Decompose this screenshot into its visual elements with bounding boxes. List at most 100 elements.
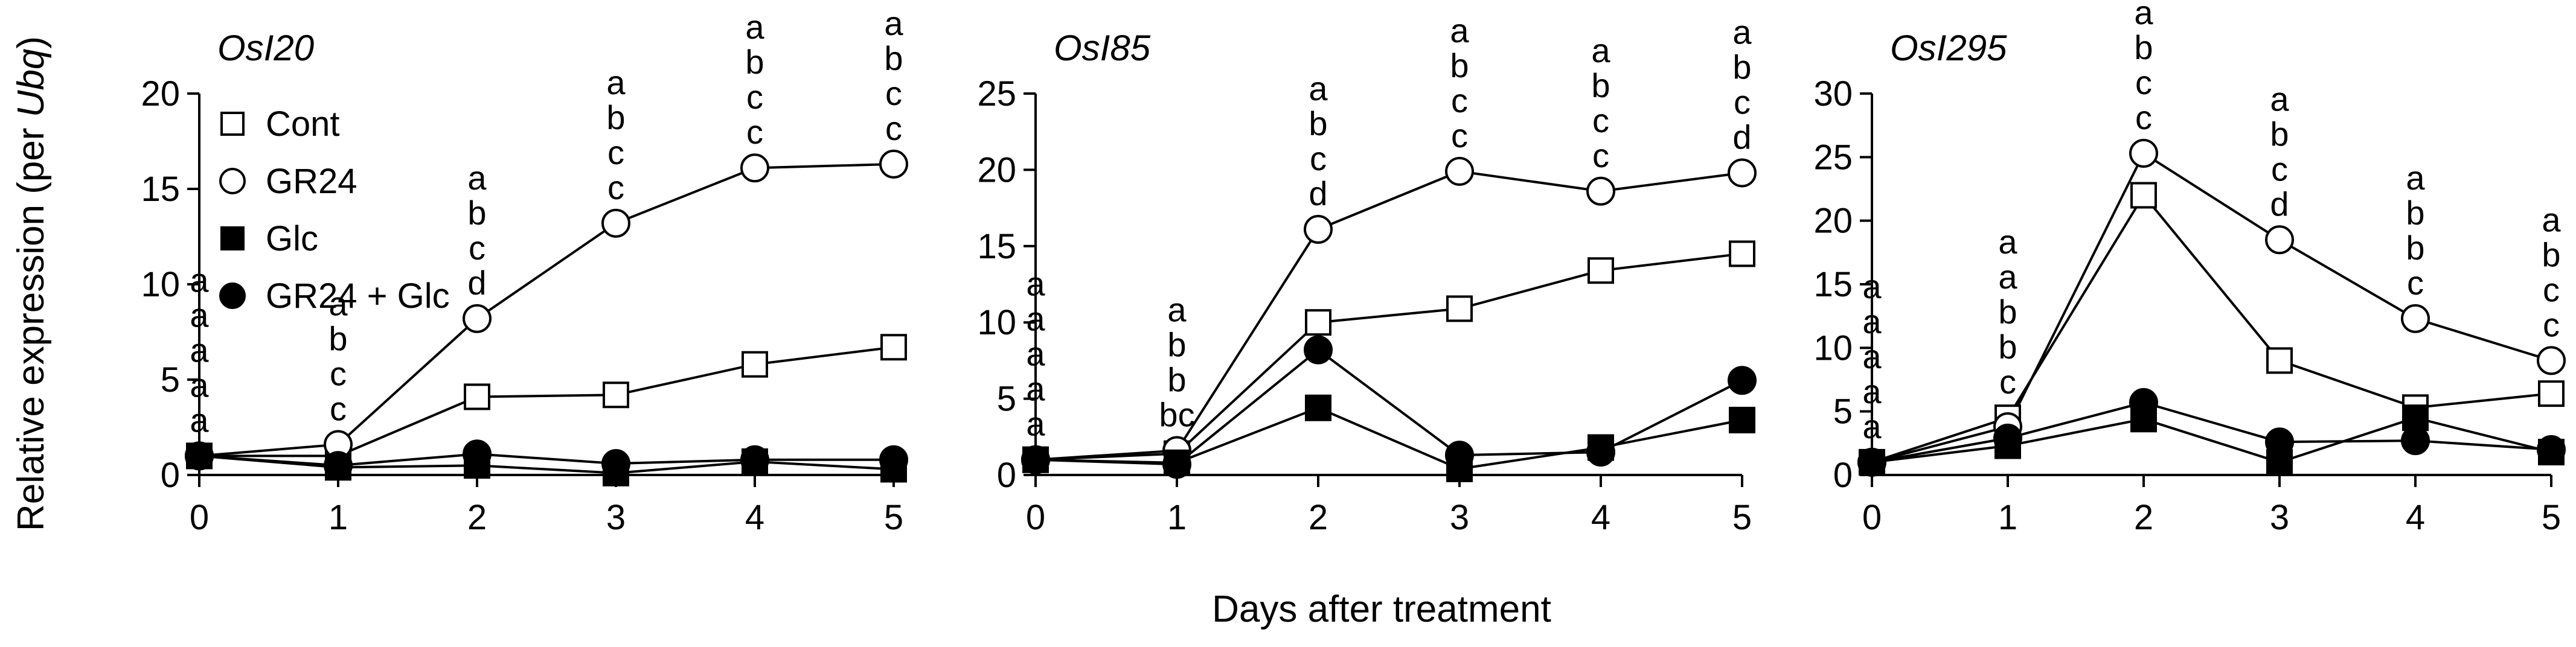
- legend-label: GR24 + Glc: [266, 276, 450, 316]
- legend-marker-gr24: [219, 168, 246, 194]
- significance-letter: b: [1167, 326, 1186, 364]
- series-line-glc: [1035, 406, 1743, 470]
- significance-letter: a: [1026, 335, 1045, 373]
- y-tick-label: 0: [161, 456, 180, 495]
- series-line-glc: [1871, 416, 2552, 464]
- significance-letter: a: [884, 4, 903, 42]
- data-point-gr24-glc: [1728, 366, 1757, 395]
- y-tick-label: 10: [977, 303, 1016, 342]
- y-tick-label: 15: [977, 227, 1016, 266]
- x-tick-label: 2: [1309, 498, 1328, 537]
- significance-letter: a: [1309, 69, 1328, 107]
- significance-letter: b: [1998, 328, 2017, 366]
- y-tick-label: 15: [1813, 265, 1853, 304]
- significance-letter: d: [2270, 185, 2289, 223]
- significance-letter: b: [467, 194, 486, 232]
- panel-title: OsI85: [1054, 28, 1151, 68]
- significance-letter: a: [1862, 267, 1882, 305]
- significance-letter: a: [1026, 370, 1045, 408]
- data-point-gr24: [2265, 225, 2294, 255]
- data-point-gr24-glc: [2537, 435, 2566, 464]
- series-line-gr24-glc: [1871, 401, 2552, 464]
- significance-letter: b: [1450, 46, 1469, 84]
- significance-letter: d: [467, 264, 486, 302]
- data-point-gr24-glc: [324, 451, 353, 480]
- significance-letter: d: [1309, 174, 1327, 212]
- data-point-gr24-glc: [1162, 450, 1191, 479]
- data-point-gr24-glc: [740, 445, 769, 474]
- series-line-cont: [1035, 252, 1743, 461]
- data-point-gr24: [2129, 139, 2158, 168]
- significance-letter: c: [330, 354, 347, 392]
- y-tick-label: 15: [141, 170, 180, 209]
- y-tick-label: 25: [977, 74, 1016, 113]
- significance-letter: c: [1310, 139, 1327, 177]
- significance-letter: b: [2406, 229, 2424, 267]
- data-point-gr24-glc: [1857, 447, 1886, 477]
- significance-letter: c: [1451, 81, 1468, 120]
- data-point-glc: [1305, 394, 1331, 421]
- significance-letter: c: [469, 229, 485, 267]
- data-point-gr24-glc: [463, 439, 492, 469]
- series-line-cont: [199, 346, 894, 457]
- significance-letter: c: [1451, 116, 1468, 155]
- significance-letter: c: [2135, 98, 2152, 136]
- x-tick-label: 5: [1732, 498, 1752, 537]
- x-tick-label: 5: [2542, 498, 2561, 537]
- data-point-gr24-glc: [185, 441, 214, 471]
- y-tick-label: 5: [1833, 392, 1853, 432]
- significance-letter: c: [1999, 363, 2016, 401]
- significance-letter: c: [885, 109, 902, 147]
- data-point-cont: [2266, 347, 2293, 374]
- significance-letter: a: [1998, 258, 2017, 296]
- legend: Cont GR24 Glc GR24 + Glc: [219, 104, 450, 316]
- significance-letter: c: [2135, 63, 2152, 101]
- significance-letter: bc: [1159, 396, 1194, 434]
- significance-letter: c: [607, 168, 624, 206]
- significance-letter: b: [884, 39, 903, 77]
- data-point-gr24-glc: [1021, 445, 1050, 474]
- x-tick-label: 0: [190, 498, 209, 537]
- significance-letter: b: [1309, 104, 1327, 142]
- x-tick-label: 1: [328, 498, 348, 537]
- data-point-gr24: [2537, 346, 2566, 375]
- x-tick-label: 4: [1591, 498, 1610, 537]
- significance-letter: b: [1732, 48, 1751, 86]
- data-point-cont: [2538, 380, 2565, 407]
- data-point-gr24-glc: [2401, 426, 2430, 456]
- significance-letter: c: [2543, 270, 2560, 308]
- y-tick-label: 0: [1833, 456, 1853, 495]
- significance-letter: c: [1592, 101, 1609, 139]
- data-point-cont: [1729, 240, 1755, 267]
- data-point-glc: [1729, 406, 1755, 433]
- y-tick-label: 5: [161, 360, 180, 400]
- data-point-gr24: [740, 153, 769, 183]
- legend-marker-cont: [220, 112, 245, 136]
- data-point-gr24-glc: [879, 445, 908, 474]
- significance-letter: c: [2543, 305, 2560, 343]
- series-line-gr24: [199, 162, 894, 457]
- x-axis-title: Days after treatment: [1212, 588, 1551, 630]
- data-point-cont: [1588, 257, 1614, 284]
- legend-marker-glc: [220, 226, 245, 250]
- significance-letter: b: [2542, 235, 2560, 273]
- x-tick-label: 1: [1998, 498, 2017, 537]
- significance-letter: a: [328, 284, 348, 322]
- data-point-cont: [2130, 182, 2157, 209]
- y-tick-label: 10: [1813, 328, 1853, 368]
- data-point-gr24-glc: [2265, 427, 2294, 457]
- series-line-gr24: [1035, 170, 1743, 461]
- significance-letter: b: [1591, 66, 1610, 104]
- significance-letter: a: [190, 366, 209, 404]
- significance-letter: c: [2271, 150, 2288, 188]
- significance-letter: c: [1592, 136, 1609, 174]
- significance-letter: a: [606, 63, 626, 101]
- x-tick-label: 2: [467, 498, 487, 537]
- significance-letter: a: [1862, 372, 1882, 410]
- significance-letter: a: [1862, 302, 1882, 340]
- data-point-cont: [1305, 309, 1331, 336]
- significance-letter: c: [746, 78, 763, 116]
- y-tick-label: 25: [1813, 138, 1853, 177]
- significance-letter: b: [2406, 194, 2424, 232]
